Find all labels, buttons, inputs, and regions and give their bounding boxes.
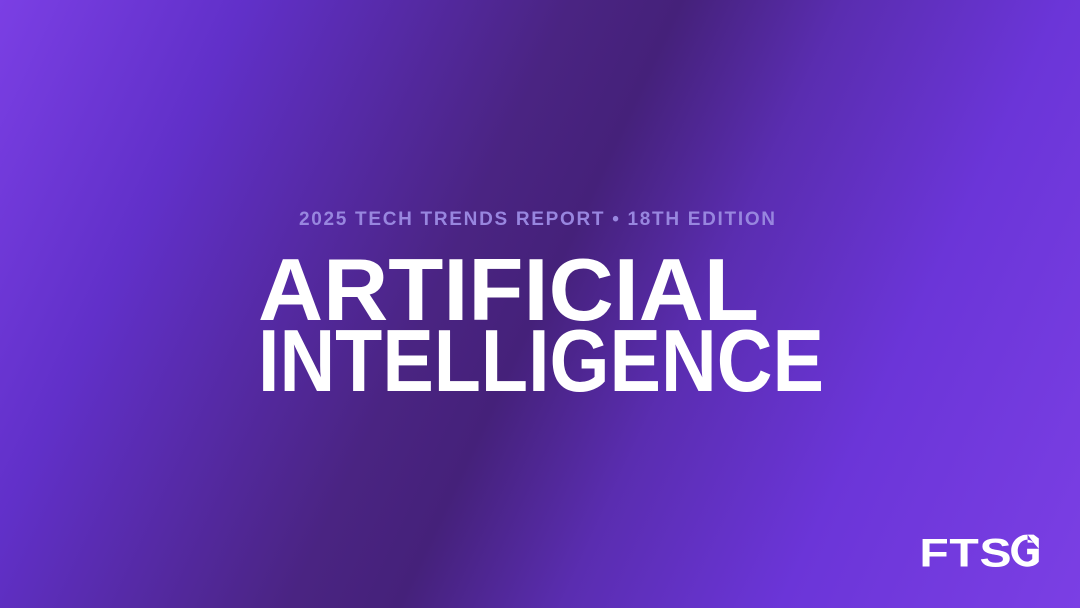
svg-text:FTS: FTS (922, 534, 1012, 567)
